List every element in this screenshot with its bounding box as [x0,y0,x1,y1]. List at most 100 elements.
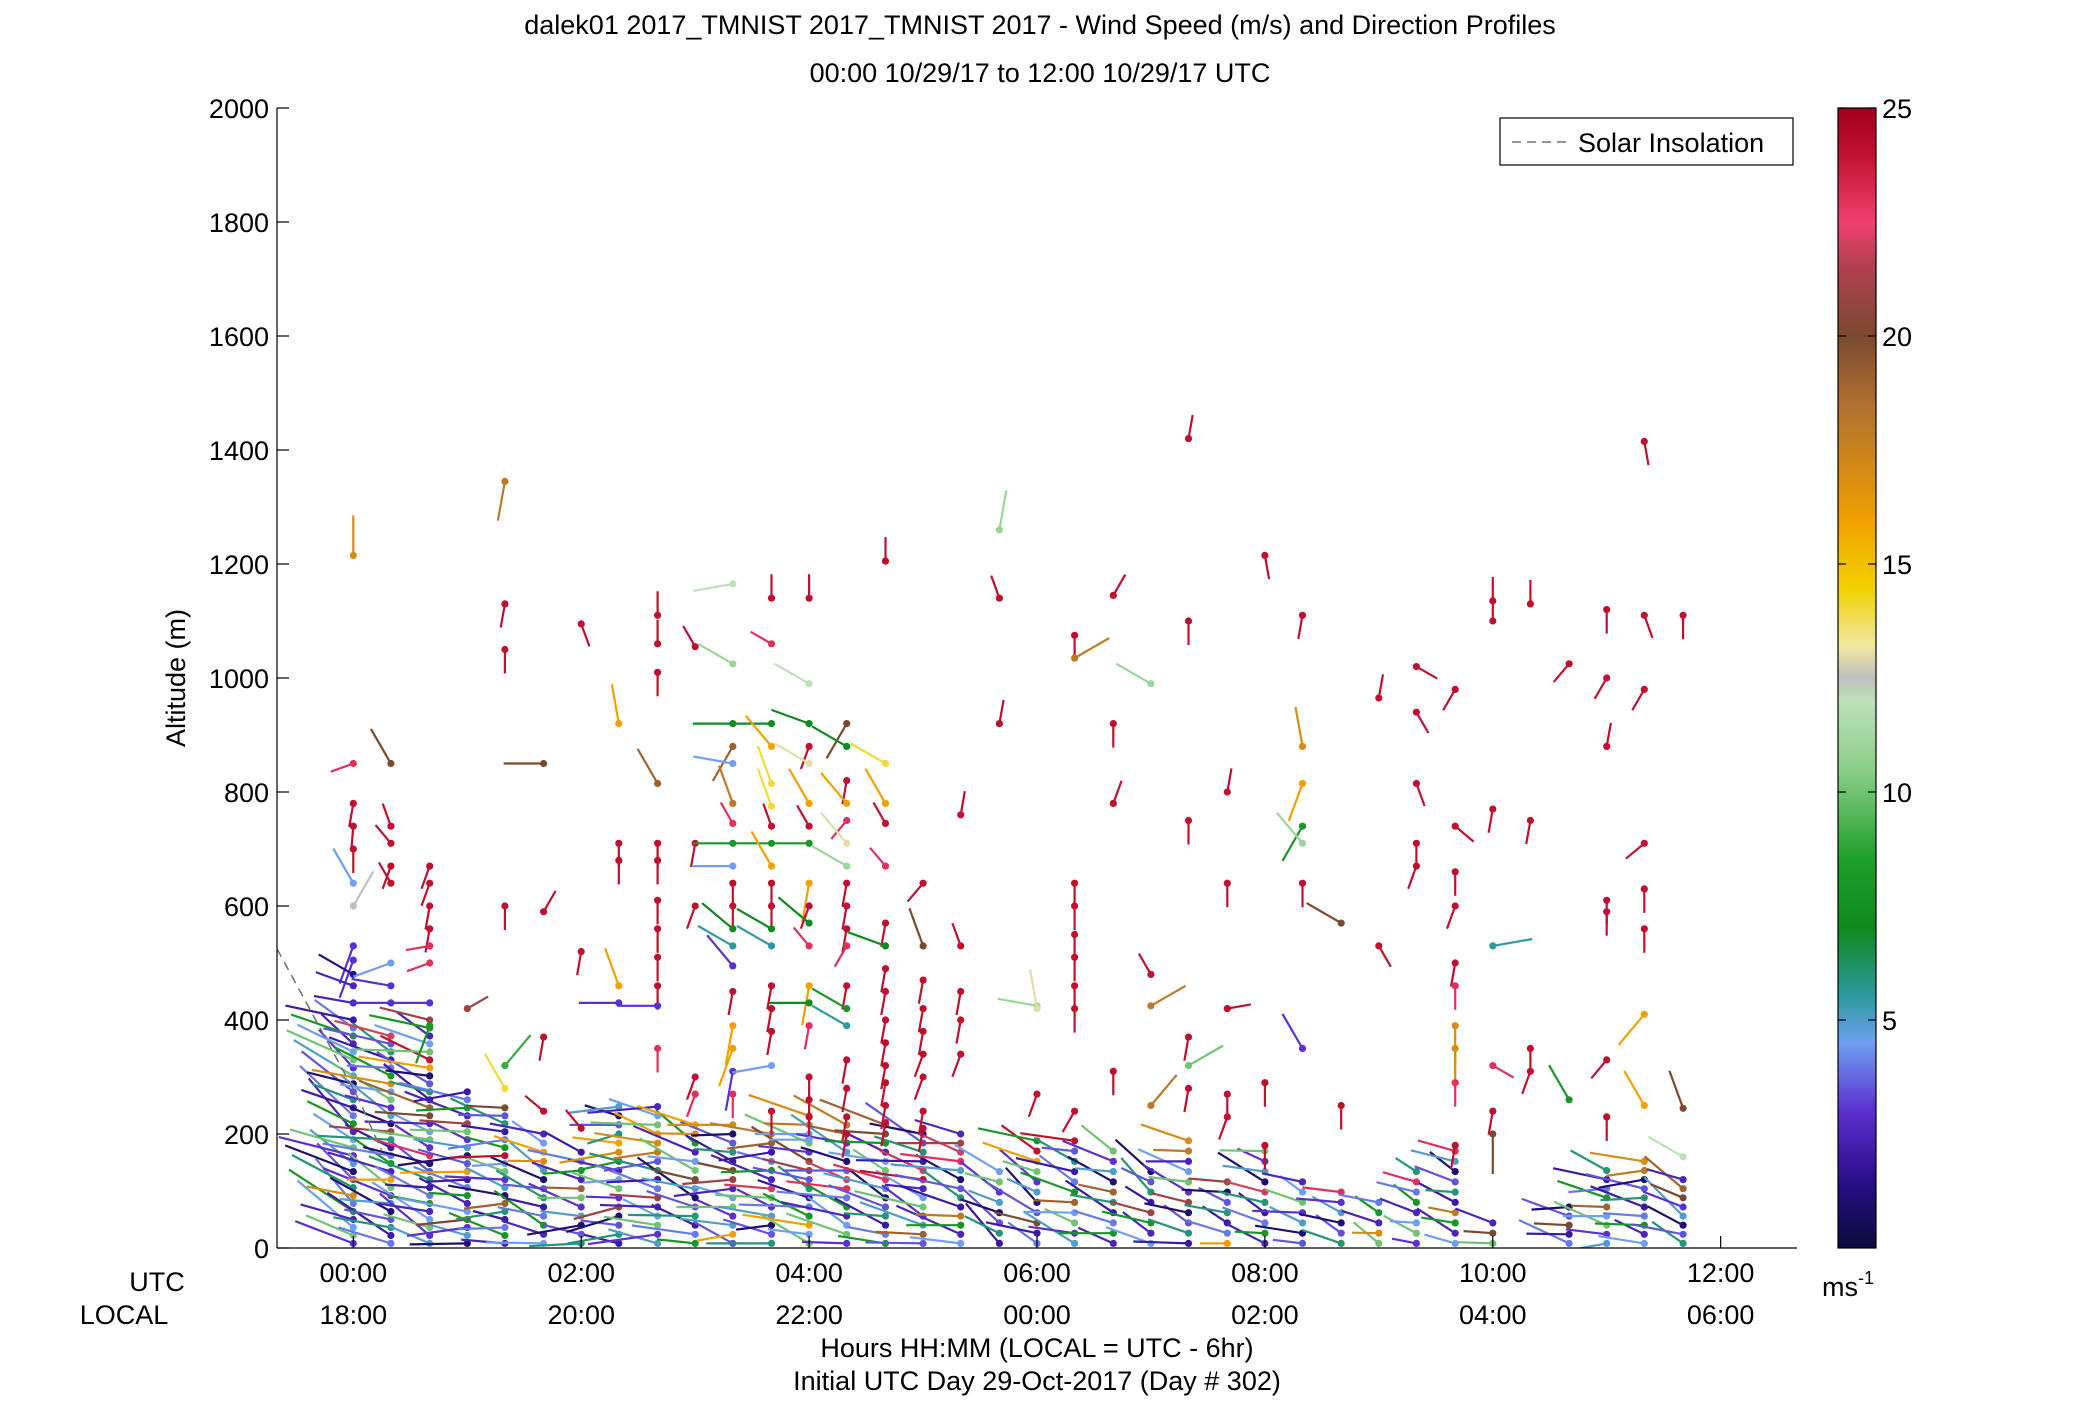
wind-barb-shaft [305,1214,354,1237]
wind-barb-shaft [756,768,773,807]
wind-barb-shaft [379,1006,430,1022]
wind-barb-point [805,799,813,808]
wind-barb-shaft [735,1224,772,1231]
wind-barb-point [881,1079,890,1087]
wind-barb-point [1451,868,1459,876]
wind-barb-shaft [472,1209,506,1221]
wind-barb-shaft [1351,1231,1379,1235]
wind-barb-shaft [718,1048,734,1087]
wind-barb-shaft [1109,1200,1152,1214]
wind-barb-point [1298,879,1307,887]
wind-barb-point [1033,1229,1041,1237]
wind-barb-point [426,1072,434,1080]
wind-barb-shaft [913,1076,925,1100]
wind-barb-point [805,999,813,1007]
wind-barb-point [463,1160,471,1168]
wind-barb-point [1489,1062,1497,1070]
wind-barb-shaft [1442,688,1457,711]
wind-barb-shaft [689,843,697,868]
wind-barb-shaft [685,905,697,929]
wind-barb-shaft [603,1160,658,1172]
wind-barb-shaft [651,1168,696,1181]
wind-barb-shaft [406,1226,468,1237]
wind-barb-shaft [727,991,734,1016]
wind-barb-point [767,1221,776,1229]
wind-barb-point [1412,1219,1420,1227]
wind-barb-shaft [428,1191,468,1197]
wind-barb-shaft [1151,1192,1189,1204]
wind-barb-point [729,1044,737,1053]
wind-barb-point [387,1104,395,1112]
wind-barb-shaft [841,928,848,953]
wind-barb-point [1489,617,1497,625]
wind-barb-shaft [448,1211,506,1237]
wind-barb-shaft [285,1004,354,1022]
wind-barb-point [463,1096,471,1104]
wind-barb-point [540,1107,548,1115]
wind-barb-point [843,1022,851,1030]
wind-barb-shaft [493,1189,545,1227]
wind-barb-shaft [917,979,925,1004]
wind-barb-shaft [841,1133,848,1158]
wind-barb-shaft [1379,1197,1417,1214]
wind-barb-shaft [736,924,773,947]
wind-barb-point [654,982,662,990]
wind-barb-shaft [636,748,659,785]
wind-barb-shaft [1590,1059,1608,1080]
wind-barb-shaft [917,1111,925,1135]
wind-barb-shaft [608,1098,658,1117]
wind-barb-point [995,720,1004,728]
wind-barb-point [1451,959,1459,967]
wind-barb-point [691,1239,699,1247]
colorbar-tick-label: 20 [1882,322,1912,352]
wind-barb-shaft [369,728,392,765]
wind-barb-shaft [385,1069,430,1077]
wind-barb-shaft [458,1113,505,1117]
wind-barb-shaft [1590,1185,1645,1209]
wind-barb-shaft [417,1148,468,1165]
wind-barb-shaft [311,1068,392,1085]
wind-barb-point [615,720,623,728]
wind-barb-point [540,1176,548,1184]
wind-barb-point [919,1203,927,1211]
wind-barb-shaft [381,803,392,827]
wind-barb-shaft [1623,1070,1646,1107]
wind-barb-shaft [880,1019,887,1044]
wind-barb-shaft [1570,1204,1607,1209]
wind-barb-shaft [880,991,887,1016]
wind-barb-point [1451,982,1459,990]
wind-barb-shaft [917,1128,925,1153]
wind-barb-point [881,557,890,565]
x-tick-label-local: 22:00 [775,1300,843,1330]
wind-barb-shaft [682,625,697,648]
wind-barb-shaft [685,1134,734,1163]
wind-barb-point [1451,1188,1459,1196]
wind-barb-shaft [371,1181,431,1221]
wind-barb-shaft [1069,1193,1114,1204]
wind-barb-shaft [1153,1148,1189,1153]
wind-barb-point [1451,1178,1459,1186]
wind-barb-point [1412,862,1420,870]
wind-barb-shaft [1029,969,1039,1009]
wind-barb-shaft [771,708,810,725]
wind-barb-point [881,942,890,950]
wind-barb-point [957,942,965,950]
wind-barb-point [1679,1153,1687,1161]
wind-barb-point [349,879,357,887]
wind-barb-point [1147,1101,1155,1110]
wind-barb-point [1412,663,1420,671]
wind-barbs [278,414,1687,1248]
wind-barb-point [805,1176,813,1184]
wind-barb-shaft [959,791,966,815]
wind-barb-point [843,1084,851,1092]
wind-barb-point [426,1080,434,1088]
wind-barb-shaft [731,1064,772,1074]
wind-barb-shaft [1000,1124,1038,1152]
wind-barb-shaft [524,1094,545,1113]
wind-barb-point [1640,611,1648,619]
wind-barb-shaft [313,994,354,1004]
wind-barb-shaft [1025,1210,1075,1214]
wind-barb-point [767,879,776,887]
wind-barb-point [1375,942,1383,950]
wind-barb-point [1184,1157,1193,1165]
